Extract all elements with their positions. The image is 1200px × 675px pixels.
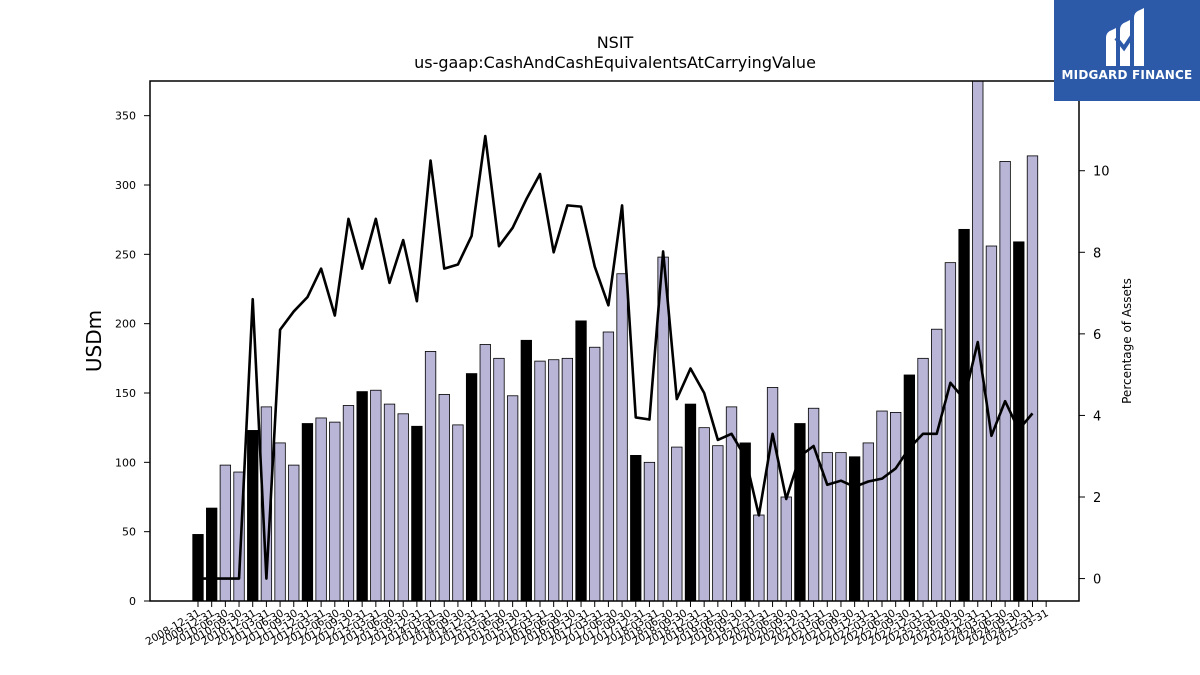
y-tick-label: 0 — [129, 595, 136, 608]
bars — [192, 80, 1039, 602]
bar-2014-09-30 — [465, 373, 478, 602]
bar-2017-03-31 — [602, 331, 615, 602]
bar-2019-03-31 — [712, 445, 724, 602]
bar-2022-06-30 — [890, 412, 902, 602]
bar-2022-12-31 — [917, 357, 929, 602]
bar-2012-09-30 — [356, 391, 368, 602]
y-tick-label: 300 — [115, 179, 136, 192]
y2-tick-label: 0 — [1093, 573, 1101, 588]
bar-2011-03-31 — [274, 442, 286, 602]
bar-2023-06-30 — [944, 262, 957, 602]
bar-2014-12-31 — [479, 344, 491, 602]
bar-2022-03-31 — [876, 410, 888, 602]
bar-2019-12-31 — [753, 514, 765, 602]
bar-2020-06-30 — [780, 496, 792, 602]
bar-2021-09-30 — [848, 456, 861, 602]
bar-2010-03-31 — [219, 464, 232, 602]
bar-2013-12-31 — [424, 350, 437, 602]
bar-2023-03-31 — [931, 328, 943, 602]
bar-2012-12-31 — [370, 389, 382, 602]
chart-subtitle: us-gaap:CashAndCashEquivalentsAtCarrying… — [414, 53, 816, 72]
y-tick-label: 250 — [115, 248, 136, 261]
bar-2015-09-30 — [520, 339, 532, 602]
bar-2020-03-31 — [766, 387, 779, 602]
bar-2017-09-30 — [630, 454, 642, 602]
bar-2011-12-31 — [315, 417, 327, 602]
logo-mark-icon — [1106, 8, 1144, 66]
bar-2021-12-31 — [862, 442, 874, 602]
y-tick-label: 100 — [115, 456, 136, 469]
bar-2013-03-31 — [383, 403, 396, 602]
y2-axis-label: Percentage of Assets — [1120, 278, 1134, 404]
bar-2016-06-30 — [561, 357, 574, 602]
bar-2014-03-31 — [438, 393, 450, 602]
y-tick-label: 50 — [122, 526, 136, 539]
bar-2022-09-30 — [903, 374, 916, 602]
bar-2011-09-30 — [301, 423, 314, 602]
bar-2018-06-30 — [671, 446, 683, 602]
bar-2010-09-30 — [247, 430, 259, 602]
y-tick-label: 150 — [115, 387, 136, 400]
bar-2008-12-31 — [192, 534, 204, 602]
bar-2020-09-30 — [794, 423, 806, 602]
bar-2012-03-31 — [329, 421, 341, 602]
y-tick-label: 200 — [115, 318, 136, 331]
bar-2018-09-30 — [684, 403, 697, 602]
bar-2017-12-31 — [643, 461, 656, 602]
y2-tick-label: 8 — [1093, 246, 1101, 261]
bar-2015-12-31 — [534, 360, 546, 602]
bar-2016-03-31 — [548, 359, 560, 602]
bar-2024-06-30 — [999, 161, 1011, 602]
y-axis-label: USDm — [82, 310, 106, 372]
bar-2015-06-30 — [506, 395, 519, 602]
chart-title: NSIT — [597, 33, 634, 52]
y2-tick-label: 6 — [1093, 328, 1101, 343]
bar-2013-06-30 — [397, 413, 409, 602]
bar-2017-06-30 — [616, 273, 628, 602]
y2-tick-label: 4 — [1093, 409, 1101, 424]
bar-2021-06-30 — [835, 452, 847, 602]
bar-2018-12-31 — [698, 427, 710, 602]
percentage-of-assets-line — [198, 134, 1034, 580]
y2-tick-label: 2 — [1093, 491, 1101, 506]
bar-2011-06-30 — [288, 464, 300, 602]
percentage-line-layer — [198, 134, 1034, 580]
bar-2012-06-30 — [342, 405, 355, 602]
bar-2009-12-31 — [206, 507, 218, 602]
y2-tick-label: 10 — [1093, 165, 1110, 180]
x-axis: 2008-12-312009-12-312010-06-302010-09-30… — [144, 601, 1051, 648]
bar-2016-12-31 — [589, 346, 601, 602]
bar-2013-09-30 — [411, 425, 423, 602]
y-axis: 0 50 100 150 200 250 300 350 — [115, 110, 150, 608]
y-tick-label: 350 — [115, 110, 136, 123]
plot-frame — [149, 80, 1080, 602]
logo: MIDGARD FINANCE — [1054, 0, 1200, 101]
y2-axis: 0 2 4 6 8 10 — [1079, 165, 1110, 588]
bar-2016-09-30 — [575, 320, 587, 602]
bar-2015-03-31 — [493, 357, 505, 602]
bar-2024-12-31 — [1026, 155, 1039, 602]
bar-2023-09-30 — [958, 228, 970, 602]
bar-2020-12-31 — [807, 407, 820, 602]
bar-2014-06-30 — [452, 424, 464, 602]
bar-2019-09-30 — [739, 442, 751, 602]
logo-text: MIDGARD FINANCE — [1061, 68, 1193, 82]
